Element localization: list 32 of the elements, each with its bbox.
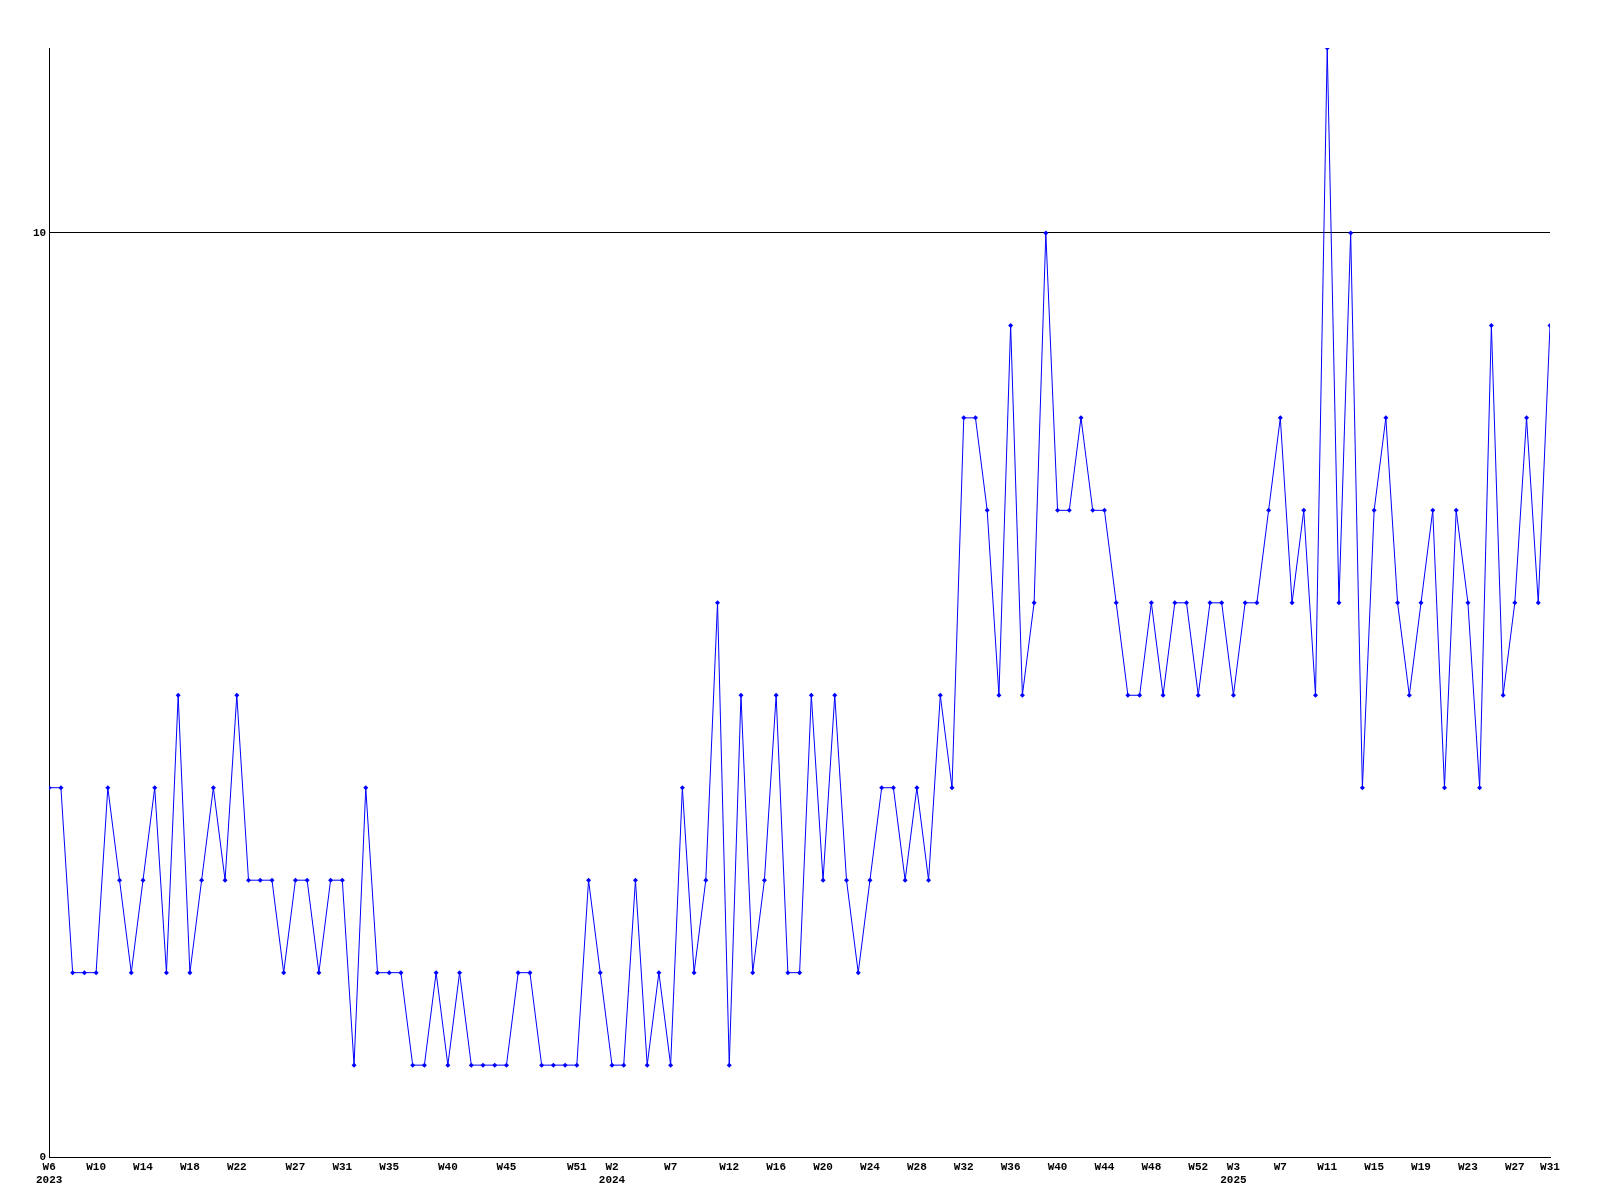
x-tick-label: W27 — [1504, 1160, 1525, 1173]
x-tick-label: W23 — [1458, 1160, 1479, 1173]
y-tick-label: 10 — [33, 226, 47, 239]
x-tick-label: W10 — [86, 1160, 107, 1173]
x-tick-label: W32 — [953, 1160, 974, 1173]
x-tick-label: W2 2024 — [598, 1160, 626, 1187]
x-tick-label: W11 — [1317, 1160, 1338, 1173]
x-tick-label: W44 — [1094, 1160, 1115, 1173]
x-tick-label: W7 — [664, 1160, 678, 1173]
x-tick-label: W15 — [1364, 1160, 1385, 1173]
x-tick-label: W36 — [1000, 1160, 1021, 1173]
x-tick-label: W16 — [766, 1160, 787, 1173]
x-tick-label: W22 — [226, 1160, 247, 1173]
x-tick-label: W45 — [496, 1160, 517, 1173]
x-tick-label: W31 — [332, 1160, 353, 1173]
x-tick-label: W35 — [379, 1160, 400, 1173]
x-tick-label: W27 — [285, 1160, 306, 1173]
x-tick-label: W51 — [566, 1160, 588, 1173]
x-tick-label: W12 — [719, 1160, 740, 1173]
x-tick-label: W40 — [437, 1160, 458, 1173]
x-tick-label: W28 — [906, 1160, 928, 1173]
x-tick-label: W18 — [180, 1160, 201, 1173]
x-tick-label: W48 — [1141, 1160, 1162, 1173]
x-tick-label: W24 — [860, 1160, 881, 1173]
x-tick-label: W3 2025 — [1220, 1160, 1248, 1187]
x-tick-label: W19 — [1411, 1160, 1431, 1173]
x-tick-label: W20 — [813, 1160, 833, 1173]
x-tick-label: W7 — [1273, 1160, 1287, 1173]
x-tick-label: W31 — [1540, 1160, 1561, 1173]
x-tick-label: W14 — [133, 1160, 154, 1173]
x-tick-label: W40 — [1047, 1160, 1068, 1173]
x-tick-label: W52 — [1188, 1160, 1209, 1173]
